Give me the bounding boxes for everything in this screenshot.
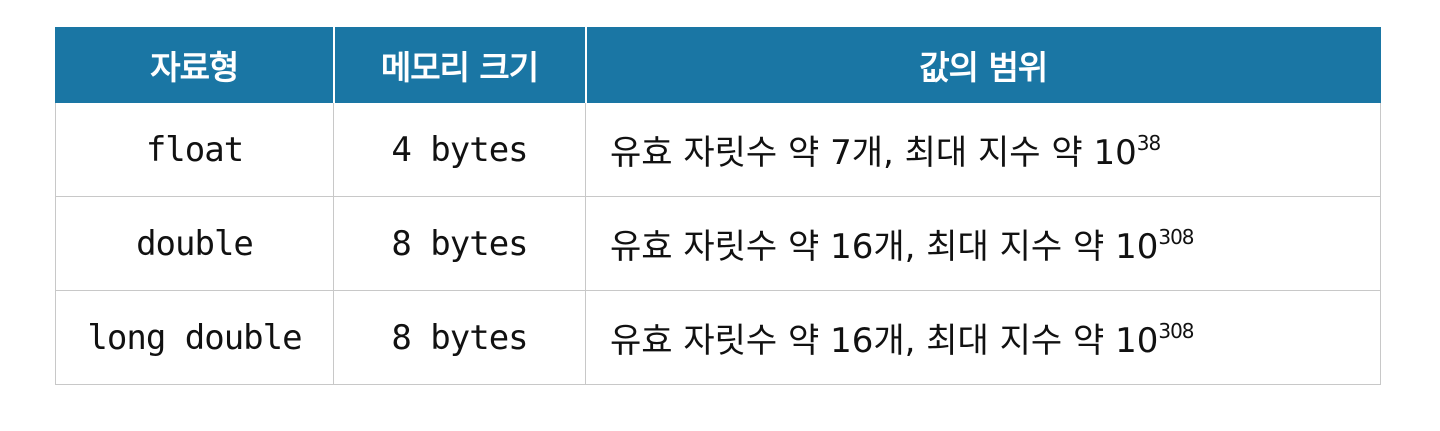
table-row-double: double 8 bytes 유효 자릿수 약 16개, 최대 지수 약 103… <box>55 196 1381 291</box>
table-row-float: float 4 bytes 유효 자릿수 약 7개, 최대 지수 약 1038 <box>55 102 1381 197</box>
data-types-table: 자료형 메모리 크기 값의 범위 float 4 bytes 유효 자릿수 약 … <box>55 27 1381 385</box>
size-cell: 8 bytes <box>333 290 586 385</box>
header-value-range: 값의 범위 <box>585 27 1381 103</box>
type-cell: long double <box>55 290 334 385</box>
range-exponent: 308 <box>1158 225 1194 249</box>
range-text: 유효 자릿수 약 16개, 최대 지수 약 10 <box>610 321 1159 361</box>
size-cell: 8 bytes <box>333 196 586 291</box>
range-cell: 유효 자릿수 약 16개, 최대 지수 약 10308 <box>585 290 1381 385</box>
range-text: 유효 자릿수 약 7개, 최대 지수 약 10 <box>610 133 1137 173</box>
range-exponent: 38 <box>1136 131 1161 155</box>
table-header-row: 자료형 메모리 크기 값의 범위 <box>55 27 1381 103</box>
range-cell: 유효 자릿수 약 16개, 최대 지수 약 10308 <box>585 196 1381 291</box>
range-exponent: 308 <box>1158 319 1194 343</box>
type-cell: double <box>55 196 334 291</box>
header-type: 자료형 <box>55 27 335 103</box>
table-row-long-double: long double 8 bytes 유효 자릿수 약 16개, 최대 지수 … <box>55 290 1381 385</box>
type-cell: float <box>55 102 334 197</box>
range-text: 유효 자릿수 약 16개, 최대 지수 약 10 <box>610 227 1159 267</box>
range-cell: 유효 자릿수 약 7개, 최대 지수 약 1038 <box>585 102 1381 197</box>
size-cell: 4 bytes <box>333 102 586 197</box>
header-memory-size: 메모리 크기 <box>333 27 587 103</box>
data-types-table-container: 자료형 메모리 크기 값의 범위 float 4 bytes 유효 자릿수 약 … <box>55 27 1381 385</box>
